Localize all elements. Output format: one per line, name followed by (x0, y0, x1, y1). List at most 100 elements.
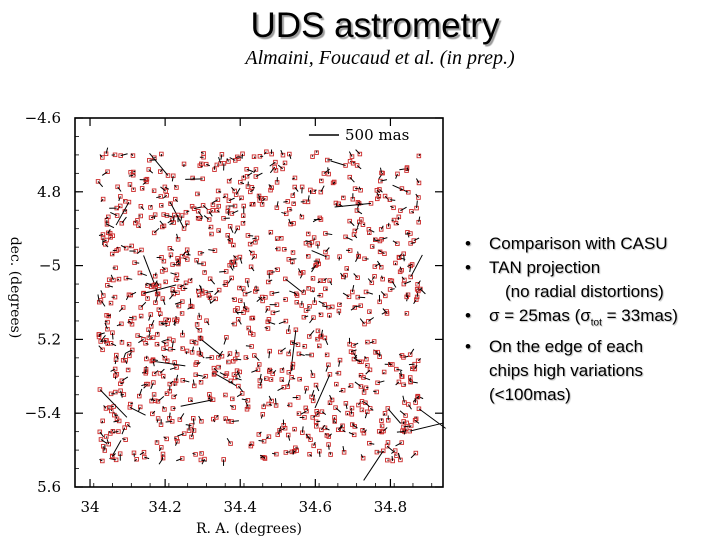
residual-vector (262, 197, 266, 202)
source-marker (382, 411, 388, 416)
residual-vector (351, 285, 355, 293)
source-marker (300, 270, 306, 275)
source-marker (199, 451, 204, 456)
residual-vector (200, 459, 207, 462)
residual-vector (359, 318, 365, 325)
source-marker (229, 211, 235, 216)
residual-vector (290, 363, 294, 371)
source-marker (128, 319, 133, 324)
residual-vector (397, 452, 401, 461)
source-marker (262, 455, 267, 460)
source-marker (106, 277, 112, 283)
residual-vector (203, 215, 210, 220)
residual-vector (265, 436, 270, 439)
residual-vector (416, 200, 418, 209)
residual-vector (200, 151, 204, 154)
residual-vector (325, 232, 333, 236)
residual-vector (110, 274, 114, 281)
residual-vector (115, 354, 119, 360)
residual-vector (100, 198, 104, 202)
source-marker (259, 202, 265, 207)
residual-vector (125, 360, 128, 364)
source-marker (310, 373, 316, 378)
source-marker (106, 441, 111, 447)
source-marker (260, 412, 266, 417)
residual-vector (104, 320, 108, 323)
source-marker (395, 241, 400, 246)
residual-vector (145, 283, 148, 287)
residual-vector (255, 172, 263, 177)
residual-vector (231, 210, 239, 214)
source-marker (240, 221, 246, 226)
residual-vector (198, 347, 202, 355)
residual-vector (149, 204, 153, 208)
residual-vector (161, 341, 167, 345)
source-marker (343, 163, 348, 168)
residual-vector (112, 253, 115, 256)
residual-vector (234, 258, 237, 265)
residual-vector (376, 192, 380, 197)
scale-bar-label: 500 mas (345, 126, 409, 144)
residual-vector (179, 284, 185, 288)
residual-vector (229, 264, 234, 271)
residual-vector (134, 220, 136, 224)
residual-vector (226, 158, 229, 162)
residual-vector (364, 355, 367, 360)
source-marker (144, 176, 150, 182)
residual-vector (237, 318, 242, 325)
residual-vector (316, 412, 319, 415)
residual-vector (227, 277, 233, 284)
residual-vector (224, 394, 226, 397)
residual-vector (213, 367, 219, 373)
source-marker (175, 439, 180, 444)
residual-vector (288, 258, 297, 260)
residual-vector (103, 405, 107, 409)
source-marker (155, 399, 161, 404)
residual-vector (328, 444, 330, 450)
source-marker (160, 455, 166, 461)
residual-vector (138, 388, 143, 397)
residual-vector (410, 381, 418, 384)
source-marker (130, 347, 135, 353)
residual-vector (334, 421, 337, 424)
residual-vector (409, 422, 444, 432)
source-marker (148, 205, 153, 210)
residual-vector (150, 382, 154, 390)
residual-vector (172, 289, 176, 293)
source-marker (362, 321, 367, 327)
bullet-text: On the edge of each (489, 337, 644, 357)
residual-vector (360, 454, 364, 459)
residual-vector (130, 402, 134, 405)
residual-vector (409, 265, 412, 273)
source-marker (360, 222, 366, 227)
residual-vector (259, 373, 262, 381)
residual-vector (369, 341, 375, 344)
residual-vector (99, 458, 103, 462)
residual-vector (229, 226, 234, 233)
source-marker (238, 179, 243, 185)
source-marker (156, 307, 162, 312)
residual-vector (417, 280, 421, 285)
residual-vector (253, 355, 260, 361)
residual-vector (338, 310, 340, 316)
residual-vector (196, 288, 199, 292)
residual-vector (364, 411, 368, 419)
residual-vector (162, 405, 165, 410)
source-marker (114, 352, 119, 358)
residual-vector (234, 227, 239, 234)
residual-vector (349, 220, 355, 227)
residual-vector (365, 402, 370, 408)
residual-vector (372, 246, 375, 248)
residual-vector (287, 379, 291, 387)
residual-vector (166, 358, 168, 361)
y-axis-label: dec. (degrees) (7, 237, 23, 339)
source-marker (137, 270, 143, 276)
residual-vector (160, 322, 168, 325)
residual-vector (268, 403, 273, 406)
source-marker (138, 313, 144, 319)
source-marker (268, 377, 274, 382)
source-marker (349, 405, 355, 411)
residual-vector (162, 298, 166, 306)
source-marker (308, 437, 313, 442)
source-marker (189, 339, 195, 345)
